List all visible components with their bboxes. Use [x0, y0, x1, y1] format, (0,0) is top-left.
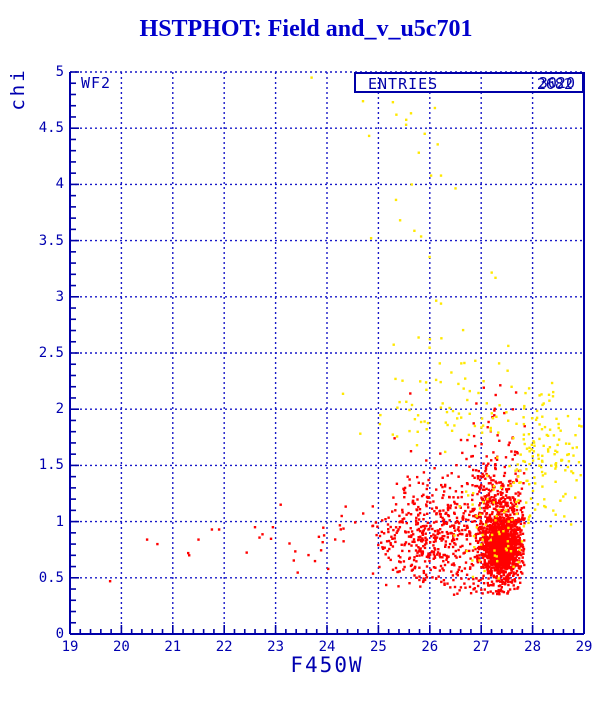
y-tick-label: 1.5	[38, 457, 64, 474]
y-tick-label: 4.5	[38, 120, 64, 137]
y-tick-label: 0.5	[38, 569, 64, 586]
entries-count-red: 3020	[538, 74, 575, 92]
y-tick-label: 1	[55, 513, 64, 530]
x-tick-label: 26	[421, 639, 439, 655]
y-tick-label: 0	[55, 626, 64, 642]
y-tick-label: 5	[55, 64, 64, 80]
x-tick-label: 25	[369, 639, 387, 655]
y-tick-label: 2	[55, 401, 64, 418]
x-tick-label: 23	[267, 639, 285, 655]
x-tick-label: 19	[61, 639, 79, 655]
x-tick-label: 21	[164, 639, 182, 655]
y-tick-label: 4	[55, 176, 64, 193]
x-axis-label: F450W	[290, 653, 364, 677]
y-tick-label: 3.5	[38, 232, 64, 249]
x-tick-label: 29	[575, 639, 593, 655]
x-tick-label: 20	[112, 639, 130, 655]
y-tick-label: 2.5	[38, 345, 64, 361]
y-tick-label: 3	[55, 288, 64, 305]
x-tick-label: 28	[524, 639, 542, 655]
x-tick-label: 24	[318, 639, 336, 655]
x-tick-label: 22	[215, 639, 233, 655]
x-tick-label: 27	[472, 639, 490, 655]
entries-count-yellow: 2682	[536, 75, 573, 93]
chip-annotation: WF2	[81, 74, 112, 92]
stats-box: ENTRIES 2682 3020	[354, 72, 584, 93]
chart-title: HSTPHOT: Field and_v_u5c701	[139, 16, 473, 42]
stats-label: ENTRIES	[368, 75, 439, 93]
